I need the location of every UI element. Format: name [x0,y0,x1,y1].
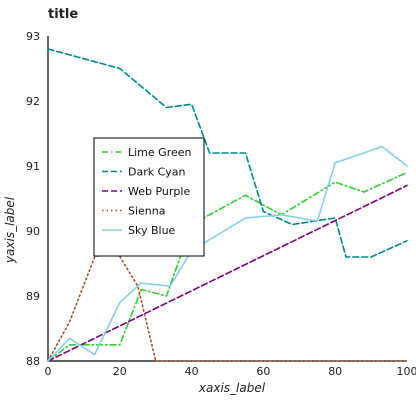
legend: Lime Green Dark Cyan Web Purple Sienna Sky B… [93,137,205,257]
legend-box [93,137,205,257]
legend-label: Sienna [128,205,166,218]
y-axis-label: yaxis_label [3,196,17,264]
series-line-web-purple [47,184,408,362]
x-tick-label: 60 [256,365,270,378]
x-axis-ticks: 0 20 40 60 80 100 [45,365,416,378]
x-tick-label: 80 [328,365,342,378]
x-axis-label: xaxis_label [198,381,266,395]
series-line-dark-cyan [47,48,408,258]
legend-label: Lime Green [128,146,192,159]
legend-label: Sky Blue [128,224,176,237]
y-tick-label: 93 [26,30,40,43]
chart-title: title [48,7,78,22]
y-tick-label: 92 [26,95,40,108]
y-tick-label: 90 [26,225,40,238]
y-axis-ticks: 88 89 90 91 92 93 [26,30,40,368]
legend-label: Web Purple [128,185,190,198]
x-tick-label: 40 [185,365,199,378]
x-tick-label: 100 [397,365,416,378]
series-line-sky-blue [47,145,408,362]
y-tick-label: 91 [26,160,40,173]
x-tick-label: 20 [113,365,127,378]
x-tick-label: 0 [45,365,52,378]
legend-label: Dark Cyan [128,166,186,179]
y-tick-label: 88 [26,355,40,368]
y-tick-label: 89 [26,290,40,303]
